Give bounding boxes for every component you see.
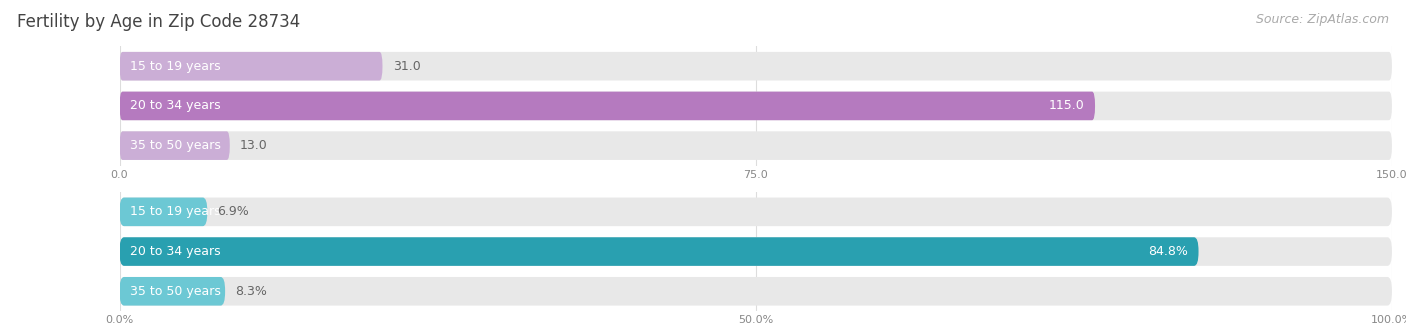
Text: Source: ZipAtlas.com: Source: ZipAtlas.com — [1256, 13, 1389, 26]
FancyBboxPatch shape — [120, 198, 1392, 226]
Text: 35 to 50 years: 35 to 50 years — [129, 285, 221, 298]
FancyBboxPatch shape — [120, 131, 1392, 160]
Text: 15 to 19 years: 15 to 19 years — [129, 205, 221, 218]
FancyBboxPatch shape — [120, 52, 1392, 80]
Text: Fertility by Age in Zip Code 28734: Fertility by Age in Zip Code 28734 — [17, 13, 299, 31]
Text: 35 to 50 years: 35 to 50 years — [129, 139, 221, 152]
Text: 31.0: 31.0 — [392, 60, 420, 73]
FancyBboxPatch shape — [120, 277, 1392, 306]
Text: 84.8%: 84.8% — [1149, 245, 1188, 258]
FancyBboxPatch shape — [120, 237, 1392, 266]
FancyBboxPatch shape — [120, 198, 207, 226]
FancyBboxPatch shape — [120, 92, 1095, 120]
Text: 15 to 19 years: 15 to 19 years — [129, 60, 221, 73]
Text: 20 to 34 years: 20 to 34 years — [129, 245, 221, 258]
FancyBboxPatch shape — [120, 92, 1392, 120]
Text: 6.9%: 6.9% — [218, 205, 249, 218]
Text: 115.0: 115.0 — [1049, 99, 1085, 113]
FancyBboxPatch shape — [120, 277, 225, 306]
Text: 20 to 34 years: 20 to 34 years — [129, 99, 221, 113]
FancyBboxPatch shape — [120, 131, 229, 160]
FancyBboxPatch shape — [120, 237, 1198, 266]
FancyBboxPatch shape — [120, 52, 382, 80]
Text: 13.0: 13.0 — [240, 139, 267, 152]
Text: 8.3%: 8.3% — [235, 285, 267, 298]
